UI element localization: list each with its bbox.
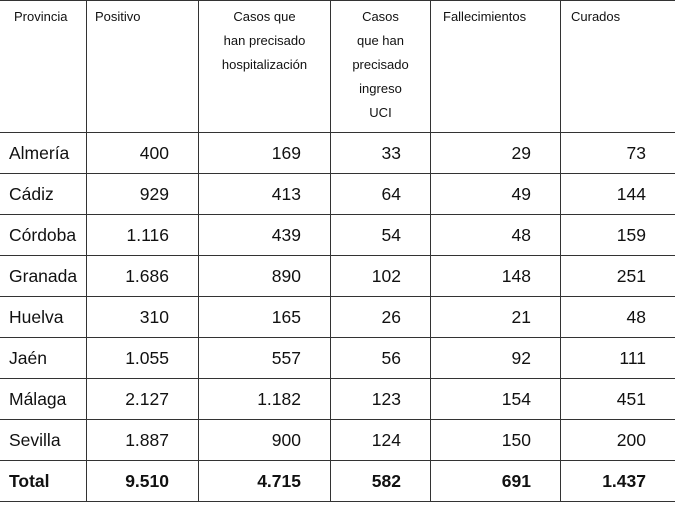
header-provincia: Provincia [0,0,87,133]
table-row: Cádiz 929 413 64 49 144 [0,173,675,215]
positivo-cell: 929 [86,173,199,215]
header-line: Positivo [95,9,141,24]
hospitalizacion-cell: 169 [198,132,331,174]
curados-cell: 200 [560,419,675,461]
header-line: Fallecimientos [443,9,527,24]
uci-cell: 54 [330,214,431,256]
positivo-cell: 1.055 [86,337,199,379]
fallecimientos-cell: 154 [430,378,561,420]
header-line: Curados [571,9,621,24]
uci-cell: 33 [330,132,431,174]
curados-cell: 251 [560,255,675,297]
uci-cell: 64 [330,173,431,215]
curados-cell: 48 [560,296,675,338]
header-curados: Curados [560,0,675,133]
uci-cell: 582 [330,460,431,502]
hospitalizacion-cell: 1.182 [198,378,331,420]
hospitalizacion-cell: 439 [198,214,331,256]
province-cell: Granada [0,255,87,297]
uci-cell: 56 [330,337,431,379]
curados-cell: 73 [560,132,675,174]
header-row: Provincia Positivo Casos que han precisado h… [0,0,675,133]
fallecimientos-cell: 148 [430,255,561,297]
header-line: Casos que [233,9,296,24]
fallecimientos-cell: 49 [430,173,561,215]
header-line: han precisado [223,33,306,48]
header-line: Casos [362,9,399,24]
province-cell: Málaga [0,378,87,420]
table-row: Almería 400 169 33 29 73 [0,132,675,174]
curados-cell: 159 [560,214,675,256]
fallecimientos-cell: 29 [430,132,561,174]
hospitalizacion-cell: 557 [198,337,331,379]
fallecimientos-cell: 48 [430,214,561,256]
table-row: Sevilla 1.887 900 124 150 200 [0,419,675,461]
header-positivo: Positivo [86,0,199,133]
table-row: Huelva 310 165 26 21 48 [0,296,675,338]
province-cell: Cádiz [0,173,87,215]
curados-cell: 451 [560,378,675,420]
province-cell: Total [0,460,87,502]
header-hospitalizacion: Casos que han precisado hospitalización [198,0,331,133]
uci-cell: 102 [330,255,431,297]
hospitalizacion-cell: 900 [198,419,331,461]
table-row: Granada 1.686 890 102 148 251 [0,255,675,297]
curados-cell: 144 [560,173,675,215]
fallecimientos-cell: 691 [430,460,561,502]
header-line: Provincia [14,9,68,24]
uci-cell: 26 [330,296,431,338]
hospitalizacion-cell: 4.715 [198,460,331,502]
header-line: hospitalización [221,57,308,72]
header-line: que han [357,33,404,48]
positivo-cell: 9.510 [86,460,199,502]
header-line: precisado [352,57,409,72]
uci-cell: 123 [330,378,431,420]
fallecimientos-cell: 150 [430,419,561,461]
province-cell: Jaén [0,337,87,379]
province-cell: Huelva [0,296,87,338]
table-row: Córdoba 1.116 439 54 48 159 [0,214,675,256]
table-row: Málaga 2.127 1.182 123 154 451 [0,378,675,420]
positivo-cell: 310 [86,296,199,338]
header-line: UCI [369,105,392,120]
positivo-cell: 1.116 [86,214,199,256]
hospitalizacion-cell: 165 [198,296,331,338]
positivo-cell: 400 [86,132,199,174]
province-cell: Sevilla [0,419,87,461]
total-row: Total 9.510 4.715 582 691 1.437 [0,460,675,502]
table-row: Jaén 1.055 557 56 92 111 [0,337,675,379]
fallecimientos-cell: 92 [430,337,561,379]
hospitalizacion-cell: 890 [198,255,331,297]
positivo-cell: 1.686 [86,255,199,297]
curados-cell: 1.437 [560,460,675,502]
header-fallecimientos: Fallecimientos [430,0,561,133]
province-cell: Almería [0,132,87,174]
province-cell: Córdoba [0,214,87,256]
curados-cell: 111 [560,337,675,379]
header-line: ingreso [359,81,402,96]
hospitalizacion-cell: 413 [198,173,331,215]
uci-cell: 124 [330,419,431,461]
header-uci: Casos que han precisado ingreso UCI [330,0,431,133]
positivo-cell: 2.127 [86,378,199,420]
positivo-cell: 1.887 [86,419,199,461]
fallecimientos-cell: 21 [430,296,561,338]
